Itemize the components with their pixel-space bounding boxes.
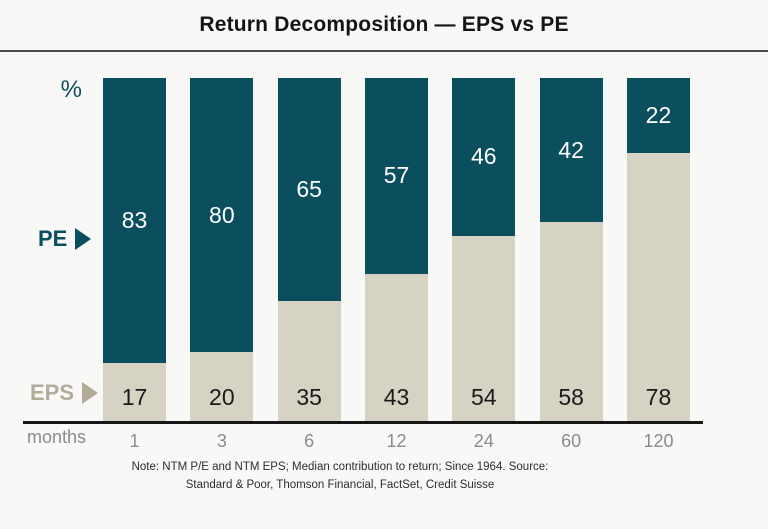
pe-value-label: 22 [645, 102, 672, 129]
pe-value-label: 57 [383, 162, 410, 189]
pe-value-label: 83 [121, 206, 148, 233]
bar-group: 65 35 6 [277, 78, 341, 451]
pe-value-label: 46 [471, 143, 497, 170]
eps-value-label: 78 [645, 383, 672, 410]
bar-segment-eps: 54 [452, 235, 516, 421]
eps-value-label: 35 [296, 383, 322, 410]
source-note-line2: Standard & Poor, Thomson Financial, Fact… [185, 479, 495, 491]
bar-segment-eps: 20 [190, 352, 254, 421]
x-axis-line [23, 421, 703, 424]
x-axis-title: months [27, 427, 87, 447]
bar-segment-pe: 65 [277, 78, 341, 301]
legend-pe-label: PE [38, 226, 68, 251]
title-divider [0, 50, 768, 52]
y-axis-unit-label: % [60, 76, 82, 103]
pe-value-label: 65 [296, 175, 322, 202]
x-tick-label: 24 [473, 431, 494, 451]
arrow-right-icon [75, 228, 92, 250]
eps-value-label: 54 [471, 383, 497, 410]
pe-value-label: 80 [209, 201, 235, 228]
eps-value-label: 58 [558, 383, 584, 410]
bar-group: 22 78 120 [626, 78, 690, 451]
x-tick-label: 6 [304, 431, 315, 451]
x-tick-label: 120 [643, 431, 674, 451]
bar-group: 83 17 1 [103, 78, 166, 451]
bar-group: 42 58 60 [539, 78, 603, 451]
legend-eps: EPS [30, 380, 99, 406]
eps-value-label: 17 [121, 383, 148, 410]
eps-value-label: 20 [209, 383, 235, 410]
legend-eps-label: EPS [30, 380, 75, 405]
legend-pe: PE [38, 226, 92, 252]
eps-value-label: 43 [383, 383, 410, 410]
stacked-bar-plot: 83 17 1 80 20 3 65 35 6 57 43 12 46 54 24 42 58 60 22 78 120 [103, 78, 690, 451]
bar-group: 57 43 12 [364, 78, 428, 451]
bar-segment-pe: 80 [190, 78, 254, 353]
x-tick-label: 3 [216, 431, 227, 451]
x-tick-label: 1 [129, 431, 140, 451]
chart-title: Return Decomposition — EPS vs PE [199, 13, 569, 36]
bar-segment-eps: 17 [103, 362, 166, 421]
bar-segment-eps: 43 [364, 273, 428, 421]
bar-segment-eps: 58 [539, 222, 603, 421]
bar-segment-pe: 83 [103, 78, 166, 363]
arrow-right-icon [82, 382, 99, 404]
bar-segment-eps: 78 [626, 153, 690, 421]
bar-segment-pe: 42 [539, 78, 603, 223]
bar-group: 80 20 3 [190, 78, 254, 451]
x-tick-label: 12 [386, 431, 407, 451]
bar-segment-pe: 22 [626, 78, 690, 154]
bar-segment-pe: 57 [364, 78, 428, 274]
pe-value-label: 42 [558, 136, 584, 163]
source-note: Note: NTM P/E and NTM EPS; Median contri… [0, 458, 680, 494]
bar-segment-eps: 35 [277, 300, 341, 421]
bar-group: 46 54 24 [452, 78, 516, 451]
bar-segment-pe: 46 [452, 78, 516, 236]
source-note-line1: Note: NTM P/E and NTM EPS; Median contri… [131, 461, 549, 473]
x-tick-label: 60 [561, 431, 582, 451]
